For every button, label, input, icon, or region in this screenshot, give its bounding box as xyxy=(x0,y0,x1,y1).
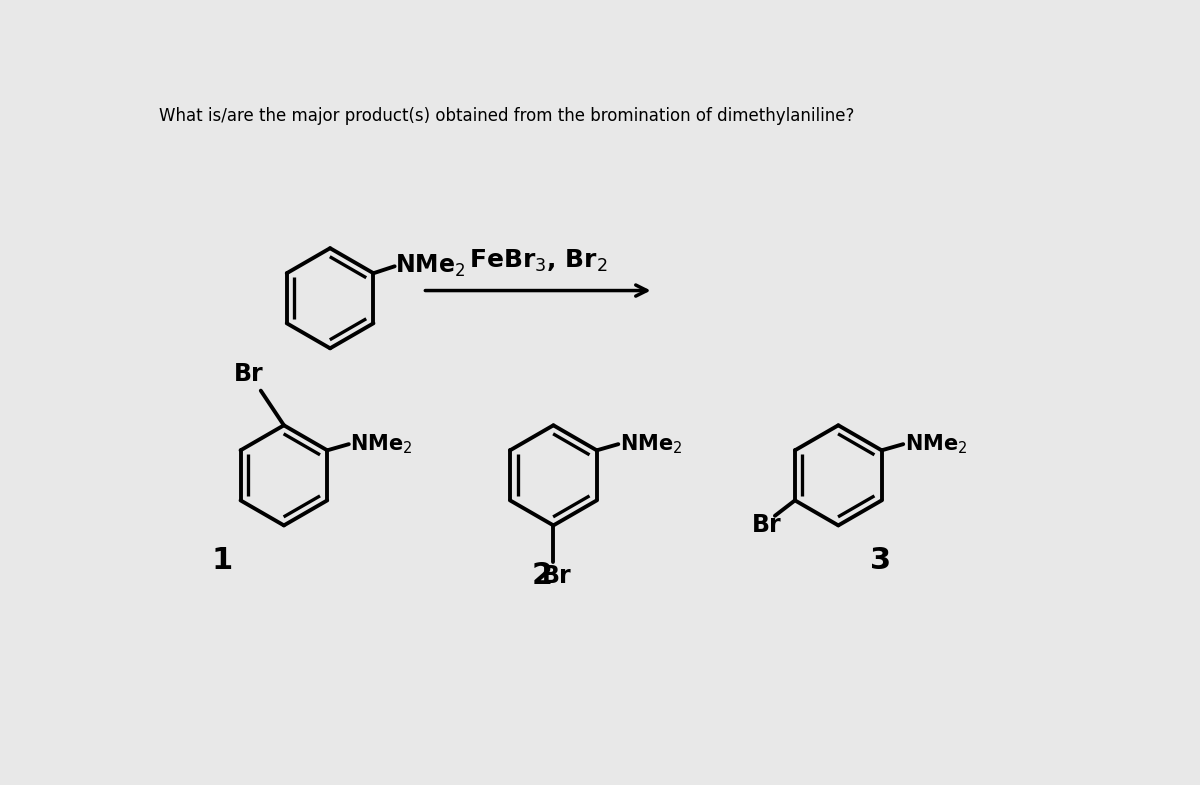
Text: What is/are the major product(s) obtained from the bromination of dimethylanilin: What is/are the major product(s) obtaine… xyxy=(160,108,854,126)
Text: 3: 3 xyxy=(870,546,892,575)
Text: NMe$_2$: NMe$_2$ xyxy=(905,433,967,456)
Text: Br: Br xyxy=(752,513,781,537)
Text: NMe$_2$: NMe$_2$ xyxy=(350,433,413,456)
Text: Br: Br xyxy=(542,564,571,588)
Text: Br: Br xyxy=(234,362,264,385)
Text: NMe$_2$: NMe$_2$ xyxy=(396,253,466,279)
Text: 2: 2 xyxy=(532,561,552,590)
Text: FeBr$_3$, Br$_2$: FeBr$_3$, Br$_2$ xyxy=(469,247,607,274)
Text: 1: 1 xyxy=(211,546,233,575)
Text: NMe$_2$: NMe$_2$ xyxy=(620,433,683,456)
